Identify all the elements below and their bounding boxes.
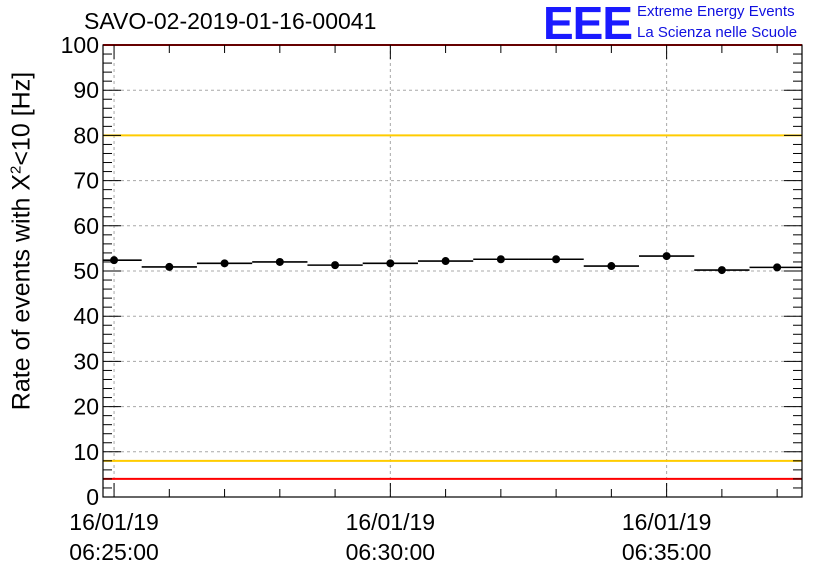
x-tick-label-date: 16/01/19 xyxy=(346,509,436,535)
x-tick-label-time: 06:25:00 xyxy=(69,539,159,565)
data-point xyxy=(496,255,505,264)
y-tick-label: 50 xyxy=(73,258,99,284)
data-point xyxy=(662,252,671,261)
eee-logo: EEE xyxy=(543,0,633,49)
data-point xyxy=(220,259,229,268)
data-point xyxy=(717,266,726,275)
y-tick-label: 90 xyxy=(73,77,99,103)
x-tick-label-date: 16/01/19 xyxy=(69,509,159,535)
data-point xyxy=(275,257,284,266)
y-tick-label: 40 xyxy=(73,303,99,329)
data-point xyxy=(386,259,395,268)
data-point xyxy=(331,261,340,270)
data-point xyxy=(441,257,450,266)
y-tick-label: 30 xyxy=(73,348,99,374)
y-tick-label: 60 xyxy=(73,213,99,239)
y-tick-label: 20 xyxy=(73,394,99,420)
logo-subtitle-2: La Scienza nelle Scuole xyxy=(637,24,798,41)
y-tick-label: 100 xyxy=(61,32,99,58)
x-tick-label-time: 06:35:00 xyxy=(622,539,712,565)
y-tick-label: 80 xyxy=(73,122,99,148)
data-point xyxy=(607,262,616,271)
x-tick-label-time: 06:30:00 xyxy=(346,539,436,565)
data-point xyxy=(165,262,174,271)
data-point xyxy=(773,263,782,272)
data-point xyxy=(110,256,119,265)
run-title: SAVO-02-2019-01-16-00041 xyxy=(84,8,377,34)
x-tick-label-date: 16/01/19 xyxy=(622,509,712,535)
data-point xyxy=(552,255,561,264)
y-axis-label: Rate of events with X2<10 [Hz] xyxy=(7,71,36,411)
logo-subtitle-1: Extreme Energy Events xyxy=(637,3,795,20)
y-tick-label: 0 xyxy=(86,484,99,510)
y-tick-label: 70 xyxy=(73,168,99,194)
y-tick-label: 10 xyxy=(73,439,99,465)
